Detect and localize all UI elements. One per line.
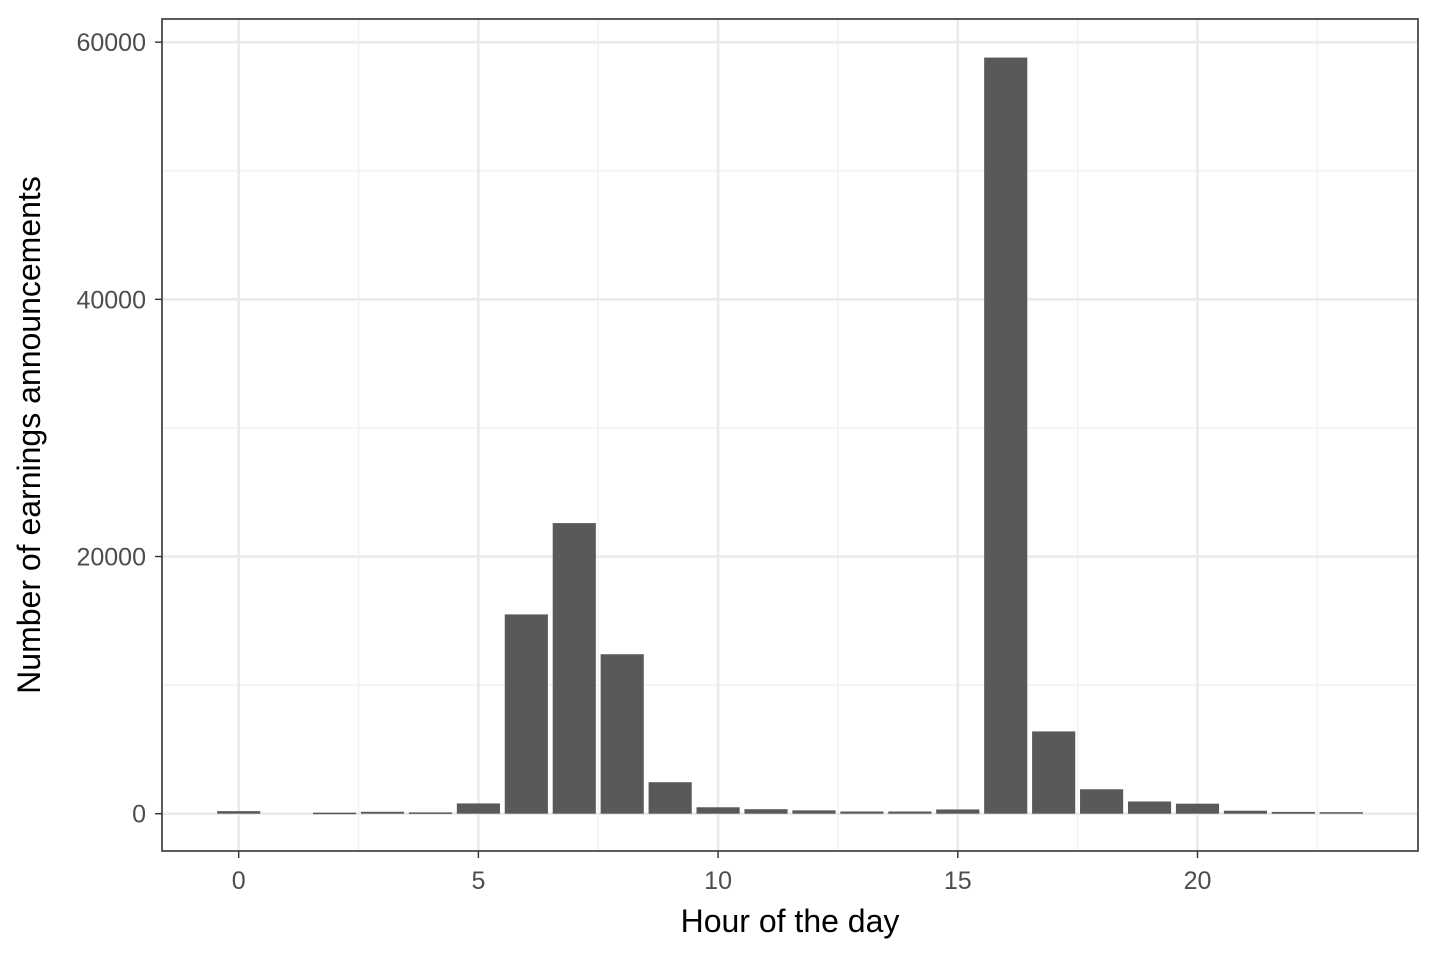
- x-tick-label: 20: [1184, 867, 1212, 895]
- bar-hour-15: [936, 809, 980, 814]
- x-tick-label: 5: [471, 867, 485, 895]
- x-tick-label: 10: [704, 867, 732, 895]
- y-tick-label: 20000: [76, 544, 146, 572]
- x-axis-title: Hour of the day: [681, 903, 900, 939]
- bar-hour-7: [552, 523, 596, 814]
- bar-hour-19: [1127, 801, 1172, 814]
- major-gridlines: [162, 19, 1418, 851]
- x-tick-label: 0: [232, 867, 246, 895]
- x-tick-label: 15: [944, 867, 972, 895]
- y-tick-label: 40000: [76, 286, 146, 314]
- bar-hour-10: [696, 807, 740, 814]
- bar-hour-18: [1080, 789, 1124, 814]
- bar-hour-3: [360, 811, 405, 814]
- bar-hour-21: [1223, 810, 1267, 814]
- bar-hour-14: [888, 811, 932, 814]
- y-axis-title: Number of earnings announcements: [11, 176, 47, 694]
- y-tick-label: 60000: [76, 29, 146, 57]
- bars: [217, 57, 1363, 815]
- bar-hour-8: [600, 654, 644, 814]
- y-axis-ticks: 0 20000 40000 60000: [76, 29, 162, 829]
- bar-hour-4: [408, 812, 453, 814]
- bar-hour-20: [1175, 803, 1220, 814]
- bar-hour-0: [217, 811, 261, 814]
- bar-hour-9: [648, 782, 692, 814]
- bar-hour-13: [840, 811, 884, 814]
- y-tick-label: 0: [132, 801, 146, 829]
- bar-hour-2: [313, 812, 357, 815]
- bar-hour-5: [456, 803, 500, 814]
- bar-hour-16: [984, 57, 1028, 814]
- bar-hour-23: [1319, 812, 1363, 814]
- x-axis-ticks: 0 5 10 15 20: [232, 851, 1212, 895]
- bar-hour-17: [1032, 731, 1076, 814]
- minor-gridlines: [162, 19, 1418, 851]
- bar-hour-12: [792, 810, 836, 814]
- bar-hour-22: [1271, 811, 1315, 814]
- bar-hour-11: [744, 809, 788, 814]
- panel-border: [161, 18, 1419, 852]
- bar-hour-6: [504, 614, 548, 814]
